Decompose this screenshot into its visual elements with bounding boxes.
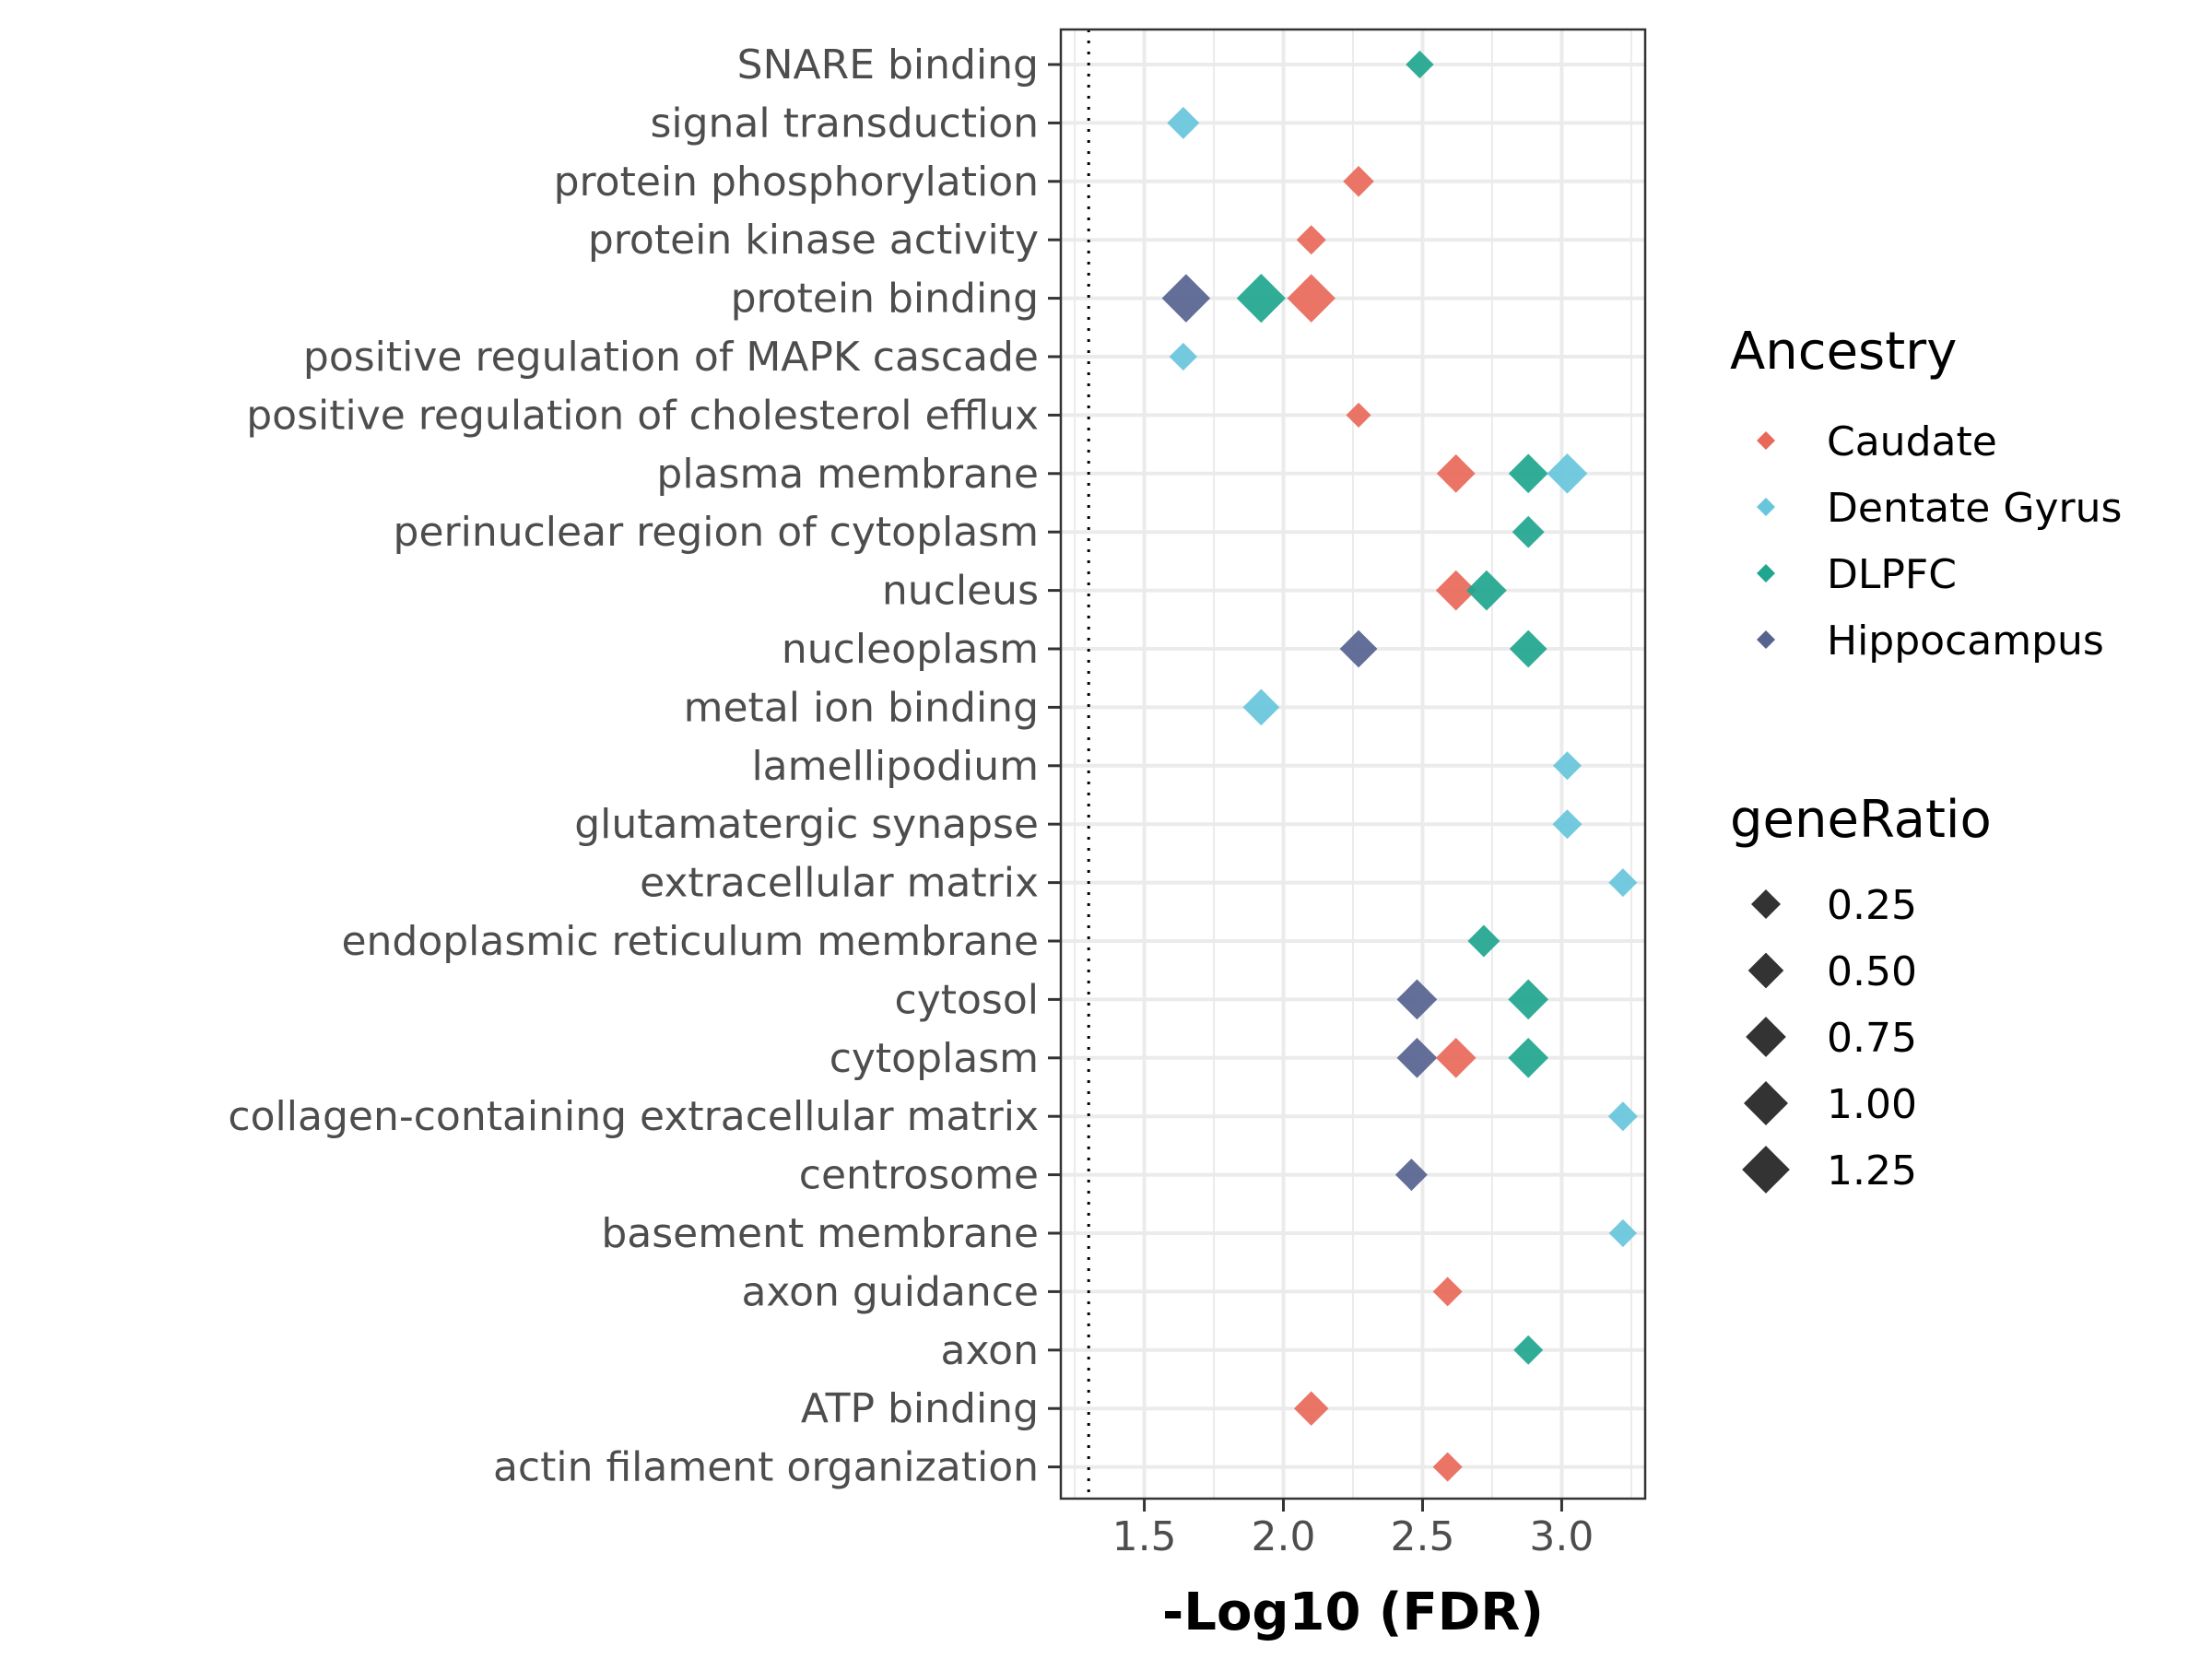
data-point [1508,979,1549,1020]
y-tick-label: glutamatergic synapse [574,801,1039,848]
data-points [1161,50,1638,1482]
data-point [1293,1391,1329,1426]
x-tick-label: 3.0 [1529,1513,1594,1560]
y-tick-label: centrosome [799,1152,1039,1199]
data-point [1396,1037,1438,1078]
y-tick-label: nucleoplasm [782,626,1039,673]
x-tick-label: 2.0 [1252,1513,1316,1560]
y-tick-label: endoplasmic reticulum membrane [341,918,1039,965]
data-point [1339,629,1378,668]
data-point [1406,50,1434,79]
ancestry-legend-title: Ancestry [1730,322,1957,382]
y-tick-label: positive regulation of MAPK cascade [303,334,1039,381]
size-legend-key [1746,1017,1786,1057]
size-legend-key [1747,952,1784,989]
size-legend-key [1751,889,1781,919]
y-tick-label: SNARE binding [737,41,1039,88]
y-tick-label: plasma membrane [656,451,1039,498]
data-point [1287,274,1335,323]
y-tick-label: perinuclear region of cytoplasm [394,509,1039,556]
data-point [1552,751,1582,781]
generatio-legend-title: geneRatio [1730,790,1992,850]
data-point [1607,1101,1638,1132]
size-legend-key [1744,1081,1788,1125]
size-legend-label: 0.25 [1827,882,1917,929]
legend-key-caudate [1757,431,1775,450]
data-point [1552,809,1583,840]
y-tick-label: protein phosphorylation [554,159,1039,206]
y-tick-label: signal transduction [650,100,1039,147]
data-point [1161,274,1211,323]
y-tick-label: nucleus [882,568,1039,615]
legend-label: DLPFC [1827,551,1957,598]
size-legend-label: 1.00 [1827,1081,1917,1128]
y-tick-label: protein kinase activity [588,217,1039,264]
data-point [1608,868,1638,898]
legend-label: Dentate Gyrus [1827,485,2122,532]
data-point [1394,1159,1428,1192]
y-tick-label: collagen-containing extracellular matrix [228,1093,1039,1140]
y-tick-label: cytoplasm [830,1035,1039,1082]
y-tick-label: axon [941,1327,1039,1374]
x-tick-label: 1.5 [1112,1513,1177,1560]
y-axis: SNARE binding signal transduction protein … [228,41,1061,1491]
data-point [1167,106,1200,139]
data-point [1547,453,1588,494]
legend-key-dentate-gyrus [1757,498,1775,516]
data-point [1466,570,1507,611]
data-point [1346,402,1371,428]
data-point [1512,515,1545,548]
y-tick-label: extracellular matrix [640,860,1039,907]
y-tick-label: ATP binding [801,1385,1039,1432]
y-tick-label: lamellipodium [751,743,1039,790]
data-point [1436,453,1476,493]
data-point [1432,1277,1463,1307]
data-point [1508,1037,1549,1078]
generatio-legend: geneRatio 0.25 0.50 0.75 1.00 1.25 [1730,790,1992,1194]
x-tick-label: 2.5 [1390,1513,1454,1560]
ancestry-legend: Ancestry Caudate Dentate Gyrus DLPFC Hippoc… [1730,322,2122,665]
y-tick-label: protein binding [731,276,1039,323]
y-tick-label: metal ion binding [684,684,1039,731]
size-legend-label: 1.25 [1827,1147,1917,1194]
data-point [1509,629,1547,668]
y-tick-label: actin filament organization [493,1444,1039,1491]
y-tick-label: axon guidance [741,1268,1039,1315]
size-legend-label: 0.50 [1827,948,1917,995]
data-point [1432,1452,1463,1482]
data-point [1508,453,1548,494]
legend-key-dlpfc [1757,564,1775,582]
legend-key-hippocampus [1757,630,1775,649]
data-point [1435,1037,1477,1078]
size-legend-label: 0.75 [1827,1015,1917,1062]
size-legend-key [1742,1146,1790,1194]
legend-label: Hippocampus [1827,618,2104,665]
data-point [1513,1335,1544,1365]
plot-panel-border [1059,28,1647,1500]
data-point [1435,570,1477,611]
data-point [1343,166,1374,197]
data-point [1296,225,1326,255]
data-point [1242,688,1280,726]
x-axis-title: -Log10 (FDR) [1162,1583,1544,1642]
data-point [1608,1218,1638,1248]
data-point [1396,979,1438,1020]
data-point [1236,274,1286,324]
legend-label: Caudate [1827,418,1997,465]
y-tick-label: cytosol [895,976,1039,1023]
data-point [1169,342,1197,371]
data-point [1467,924,1500,958]
y-tick-label: basement membrane [601,1210,1039,1257]
y-tick-label: positive regulation of cholesterol efflu… [246,392,1039,439]
x-axis: 1.5 2.0 2.5 3.0 [1112,1499,1594,1560]
